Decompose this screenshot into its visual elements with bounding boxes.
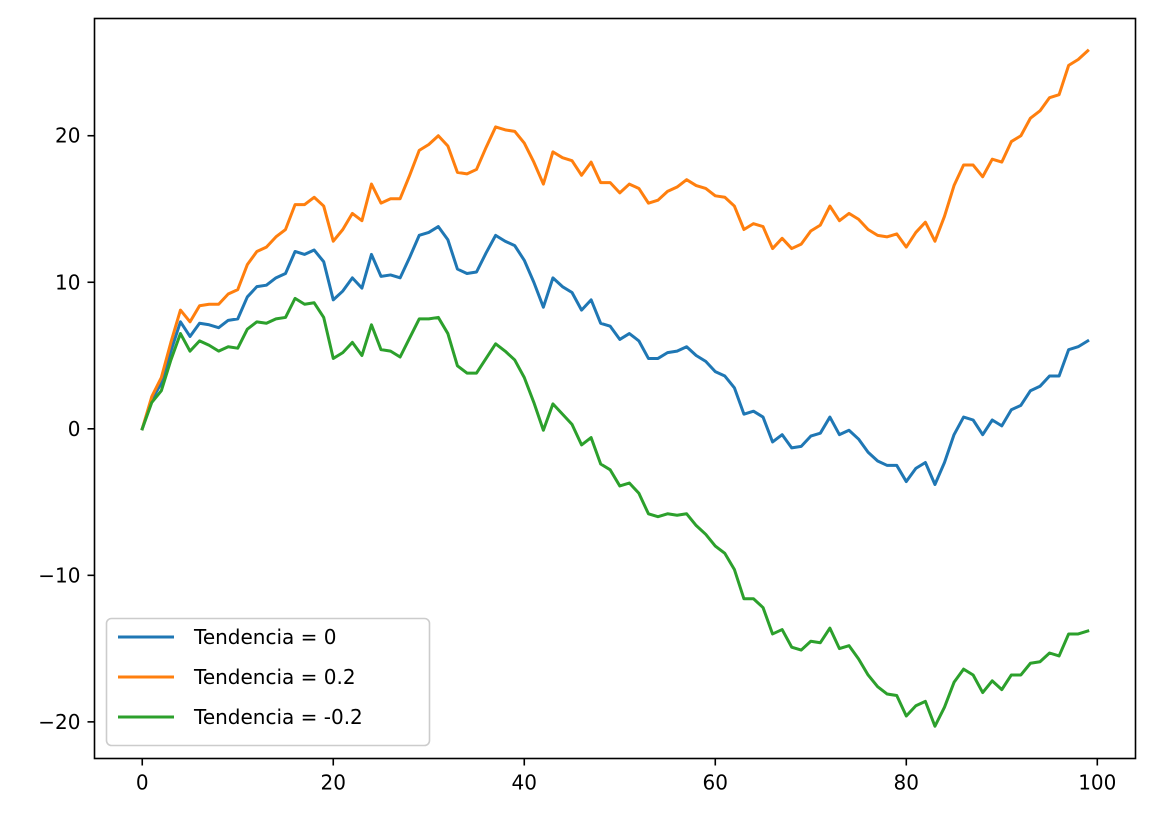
x-tick-label: 60 [703,771,728,795]
y-tick-label: −10 [38,563,80,587]
x-tick-label: 80 [894,771,919,795]
y-tick-label: 0 [68,417,81,441]
legend-box [105,617,431,747]
legend-label: Tendencia = -0.2 [193,705,363,729]
legend: Tendencia = 0 Tendencia = 0.2 Tendencia = … [105,617,431,747]
y-tick-label: 20 [55,124,80,148]
x-tick-label: 20 [321,771,346,795]
series-layer [140,48,1090,728]
x-tick-label: 0 [136,771,149,795]
ticks-layer: 0 20 40 60 80 100 −20 −10 0 10 20 [38,124,1116,795]
x-tick-label: 100 [1078,771,1116,795]
legend-label: Tendencia = 0 [193,625,336,649]
legend-label: Tendencia = 0.2 [193,665,356,689]
x-tick-label: 40 [512,771,537,795]
y-tick-label: −20 [38,710,80,734]
series-line-2 [140,296,1090,728]
plot-frame [93,17,1137,760]
series-line-0 [140,225,1090,486]
series-line-1 [140,48,1090,431]
y-tick-label: 10 [55,270,80,294]
